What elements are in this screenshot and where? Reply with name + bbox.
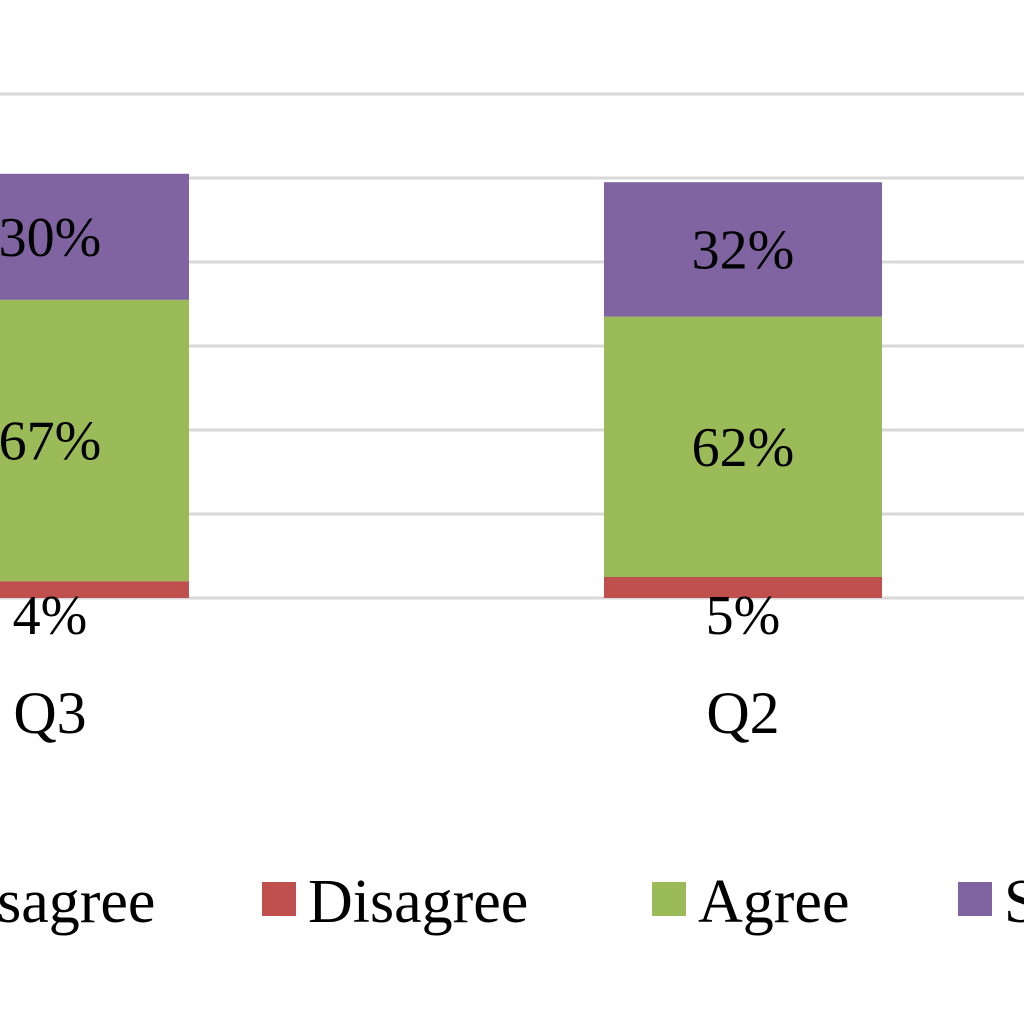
legend-swatch — [958, 882, 992, 916]
bar-segment-disagree — [604, 577, 882, 598]
data-label: 30% — [0, 207, 101, 269]
bar-segment-agree — [0, 299, 189, 582]
data-label: 67% — [0, 411, 101, 473]
legend: Strongly Disagree Disagree Agree Strongly A… — [0, 868, 1024, 936]
bar-segment-agree — [604, 316, 882, 577]
data-label: 32% — [692, 219, 795, 281]
bar-segment-strongly-agree — [604, 182, 882, 317]
legend-label: Agree — [698, 868, 849, 936]
legend-label: Strongly Disagree — [0, 868, 155, 936]
bars — [0, 173, 882, 598]
data-label: 62% — [692, 417, 795, 479]
category-label: Q2 — [706, 680, 779, 746]
legend-swatch — [262, 882, 296, 916]
data-labels: 4% 67% 30% 5% 62% 32% — [0, 207, 794, 647]
data-label: 4% — [13, 585, 88, 647]
legend-swatch — [652, 882, 686, 916]
bar-segment-disagree — [0, 581, 189, 598]
legend-label: Strongly Agree — [1004, 868, 1024, 936]
data-label: 5% — [706, 585, 781, 647]
legend-label: Disagree — [308, 868, 528, 936]
category-label: Q3 — [13, 680, 86, 746]
bar-segment-strongly-agree — [0, 173, 189, 300]
category-axis: Q3 Q2 — [13, 680, 779, 746]
